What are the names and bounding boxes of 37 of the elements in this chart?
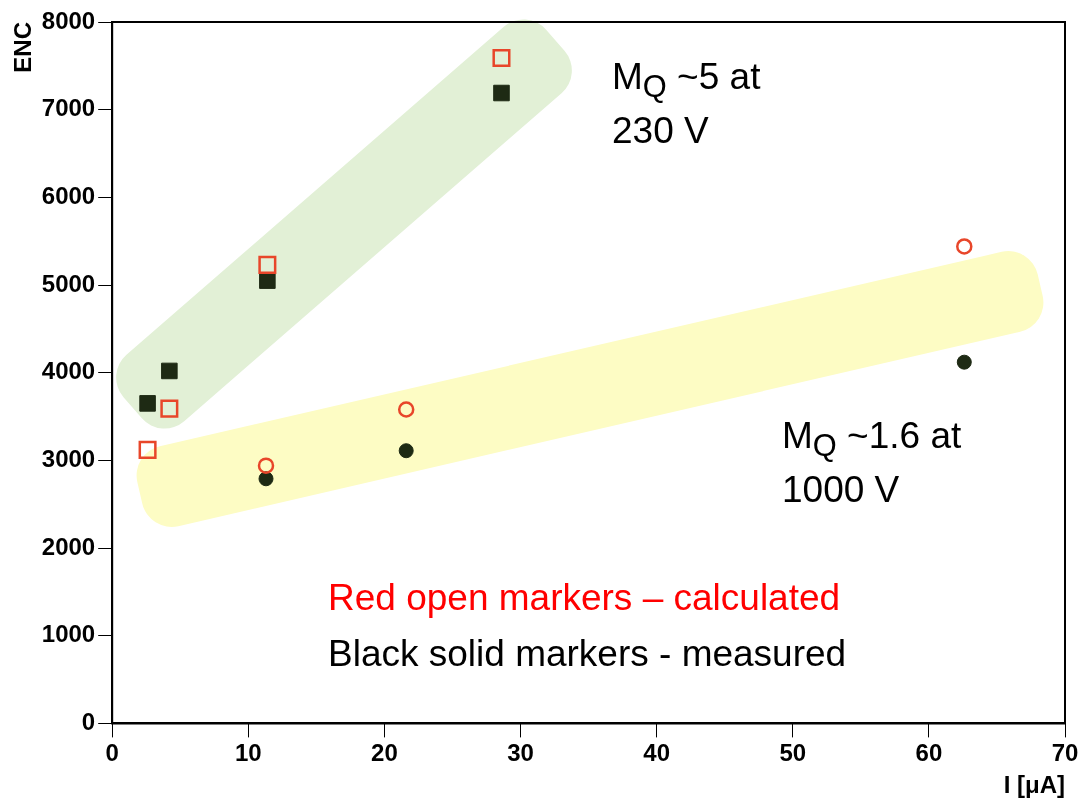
y-tick-label: 4000: [41, 357, 96, 385]
annotation: M$_{Q}$ ~5 at 230 V: [612, 55, 762, 154]
point: [493, 84, 510, 102]
x-tick-label: 50: [779, 739, 807, 767]
point: [160, 399, 179, 418]
x-tick-label: 30: [507, 739, 534, 767]
x-tick-label: 0: [105, 739, 119, 767]
point: [139, 395, 156, 412]
annotation: Red open markers – calculated: [328, 576, 842, 620]
point: [398, 443, 414, 459]
annotation: Black solid markers - measured: [328, 632, 848, 676]
x-axis-title: I [μA]: [1003, 771, 1065, 799]
point: [259, 272, 276, 289]
point: [956, 238, 973, 255]
y-tick-label: 8000: [41, 6, 96, 34]
x-tick-label: 40: [643, 739, 670, 767]
y-tick-label: 7000: [41, 94, 96, 122]
point: [258, 471, 274, 487]
y-tick-label: 0: [81, 708, 96, 736]
x-tick-label: 70: [1051, 739, 1079, 767]
x-tick-label: 20: [371, 739, 398, 767]
point: [956, 354, 972, 370]
point: [257, 457, 275, 474]
x-tick-label: 60: [915, 739, 943, 767]
annotation: M$_{Q}$ ~1.6 at 1000 V: [782, 414, 963, 513]
y-tick-label: 2000: [41, 532, 96, 560]
y-axis-title: ENC: [9, 22, 37, 73]
point: [397, 401, 415, 418]
y-tick-label: 3000: [41, 445, 96, 472]
x-tick-label: 10: [234, 739, 262, 767]
y-tick-label: 5000: [41, 269, 96, 297]
y-tick-label: 6000: [41, 181, 96, 209]
point: [258, 255, 277, 274]
y-tick-label: 1000: [41, 620, 96, 648]
point: [138, 440, 157, 459]
point: [492, 48, 511, 67]
point: [161, 362, 178, 380]
